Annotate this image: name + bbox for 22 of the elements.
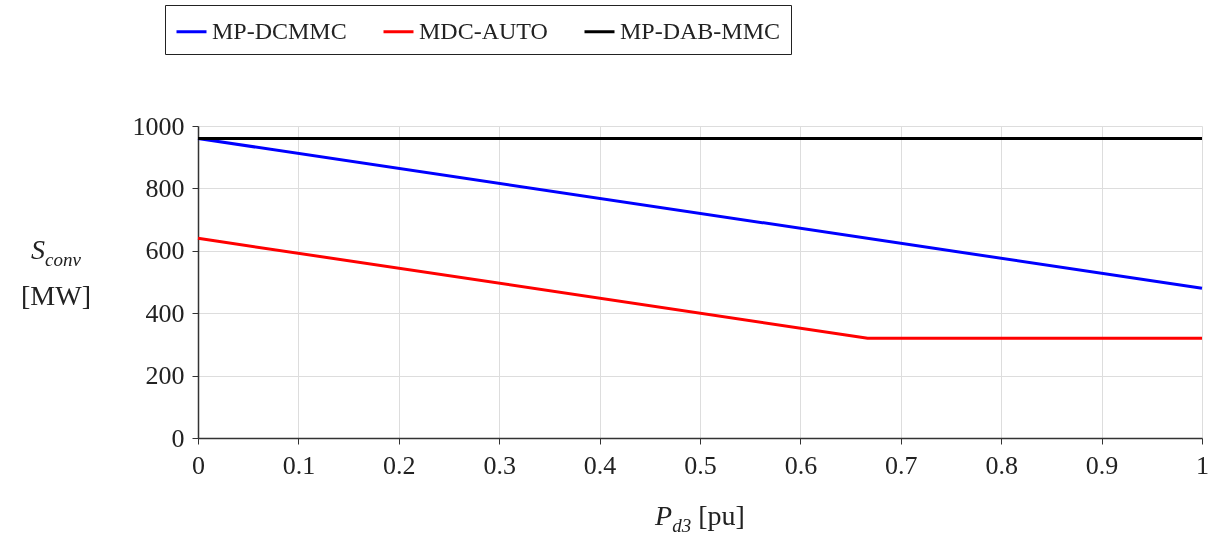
- x-tick-label: 0.7: [885, 450, 918, 480]
- legend-label: MP-DAB-MMC: [620, 17, 781, 44]
- y-tick-label: 400: [145, 298, 185, 328]
- x-tick-label: 0.9: [1085, 450, 1119, 480]
- legend-label: MP-DCMMC: [212, 17, 347, 44]
- y-tick-label: 0: [171, 423, 185, 453]
- x-tick-label: 0.2: [383, 450, 416, 480]
- y-tick-label: 200: [145, 361, 185, 391]
- x-tick-label: 1: [1196, 450, 1209, 480]
- legend-label: MDC-AUTO: [419, 17, 548, 44]
- x-tick-label: 0.1: [282, 450, 316, 480]
- x-tick-label: 0.5: [684, 450, 717, 480]
- y-tick-label: 800: [145, 173, 185, 203]
- x-axis-title: P$_{d3}$ [pu]: [654, 500, 746, 537]
- y-axis-title: S$_{conv}$ [MW]: [20, 233, 92, 313]
- x-tick-label: 0.8: [985, 450, 1018, 480]
- y-tick-label: 1000: [132, 111, 185, 141]
- x-tick-label: 0: [192, 450, 205, 480]
- x-tick-label: 0.3: [483, 450, 516, 480]
- y-tick-label: 600: [145, 236, 185, 266]
- x-tick-label: 0.4: [583, 450, 617, 480]
- x-tick-label: 0.6: [784, 450, 818, 480]
